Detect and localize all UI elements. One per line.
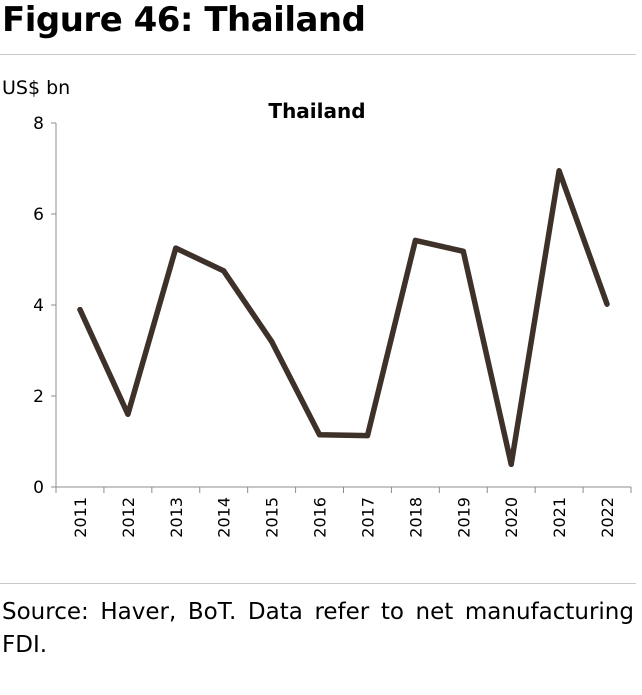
series-line [77,168,610,468]
chart-title: Thailand [268,99,365,123]
figure-title: Figure 46: Thailand [2,0,366,40]
x-tick-label: 2016 [311,497,330,538]
data-point [364,432,371,439]
data-point [77,306,83,313]
chart-axes: 0 2 4 6 8 2011 2012 2013 2014 2015 2016 2017 2018 201… [33,114,632,538]
x-tick-label: 2020 [502,497,521,538]
x-tick-label: 2021 [550,497,569,538]
x-tick-label: 2013 [167,497,186,538]
y-tick-label: 6 [33,205,44,225]
data-point [316,432,323,438]
x-tick-label: 2017 [358,497,377,538]
top-divider [0,54,636,55]
y-tick-label: 8 [33,114,44,134]
data-point [556,168,562,174]
series-layer [77,168,610,468]
data-point [508,461,514,467]
y-axis-unit-label: US$ bn [2,77,71,99]
x-tick-label: 2019 [454,497,473,538]
x-tick-label: 2022 [598,497,617,538]
y-tick-label: 4 [33,296,44,316]
x-tick-label: 2015 [263,497,282,538]
source-note: Source: Haver, BoT. Data refer to net ma… [2,599,634,658]
x-tick-label: 2011 [71,497,90,538]
data-point [460,248,466,254]
y-tick-label: 2 [33,387,44,407]
x-tick-label: 2014 [215,497,234,538]
x-tick-label: 2012 [119,497,138,538]
y-tick-label: 0 [33,478,44,498]
line-chart: Thailand 0 2 4 6 8 2011 2012 2013 2014 2015 2016 20… [33,99,632,538]
data-point [604,301,610,307]
x-tick-label: 2018 [406,497,425,538]
data-point [269,338,275,344]
data-point [221,268,227,274]
data-point [173,245,179,251]
data-point [125,411,131,417]
data-point [412,237,418,243]
bottom-divider [0,583,636,584]
